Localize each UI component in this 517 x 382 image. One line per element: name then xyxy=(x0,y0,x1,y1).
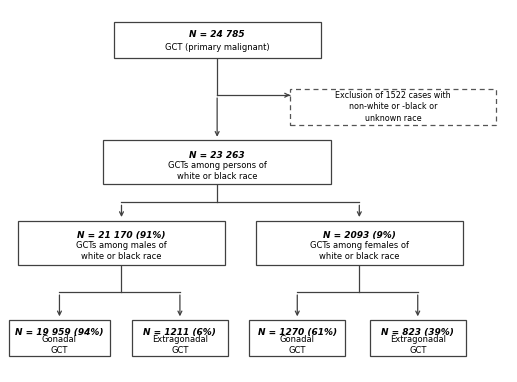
FancyBboxPatch shape xyxy=(9,320,110,356)
FancyBboxPatch shape xyxy=(103,141,331,185)
FancyBboxPatch shape xyxy=(256,221,463,264)
Text: Extragonadal
GCT: Extragonadal GCT xyxy=(152,335,208,355)
Text: Gonadal
GCT: Gonadal GCT xyxy=(42,335,77,355)
FancyBboxPatch shape xyxy=(249,320,345,356)
Text: N = 23 263: N = 23 263 xyxy=(189,151,245,160)
Text: GCT (primary malignant): GCT (primary malignant) xyxy=(165,43,269,52)
Text: N = 823 (39%): N = 823 (39%) xyxy=(382,328,454,337)
FancyBboxPatch shape xyxy=(18,221,225,264)
Text: GCTs among males of
white or black race: GCTs among males of white or black race xyxy=(76,241,167,261)
Text: Extragonadal
GCT: Extragonadal GCT xyxy=(390,335,446,355)
Text: Exclusion of 1522 cases with
non-white or -black or
unknown race: Exclusion of 1522 cases with non-white o… xyxy=(335,91,451,123)
Text: Gonadal
GCT: Gonadal GCT xyxy=(280,335,315,355)
Text: N = 1270 (61%): N = 1270 (61%) xyxy=(257,328,337,337)
Text: GCTs among persons of
white or black race: GCTs among persons of white or black rac… xyxy=(168,161,267,181)
Text: N = 1211 (6%): N = 1211 (6%) xyxy=(144,328,216,337)
FancyBboxPatch shape xyxy=(370,320,466,356)
Text: N = 19 959 (94%): N = 19 959 (94%) xyxy=(15,328,104,337)
Text: N = 2093 (9%): N = 2093 (9%) xyxy=(323,231,396,241)
Text: GCTs among females of
white or black race: GCTs among females of white or black rac… xyxy=(310,241,409,261)
FancyBboxPatch shape xyxy=(132,320,227,356)
FancyBboxPatch shape xyxy=(290,89,496,125)
Text: N = 24 785: N = 24 785 xyxy=(189,30,245,39)
FancyBboxPatch shape xyxy=(114,22,321,58)
Text: N = 21 170 (91%): N = 21 170 (91%) xyxy=(77,231,166,241)
